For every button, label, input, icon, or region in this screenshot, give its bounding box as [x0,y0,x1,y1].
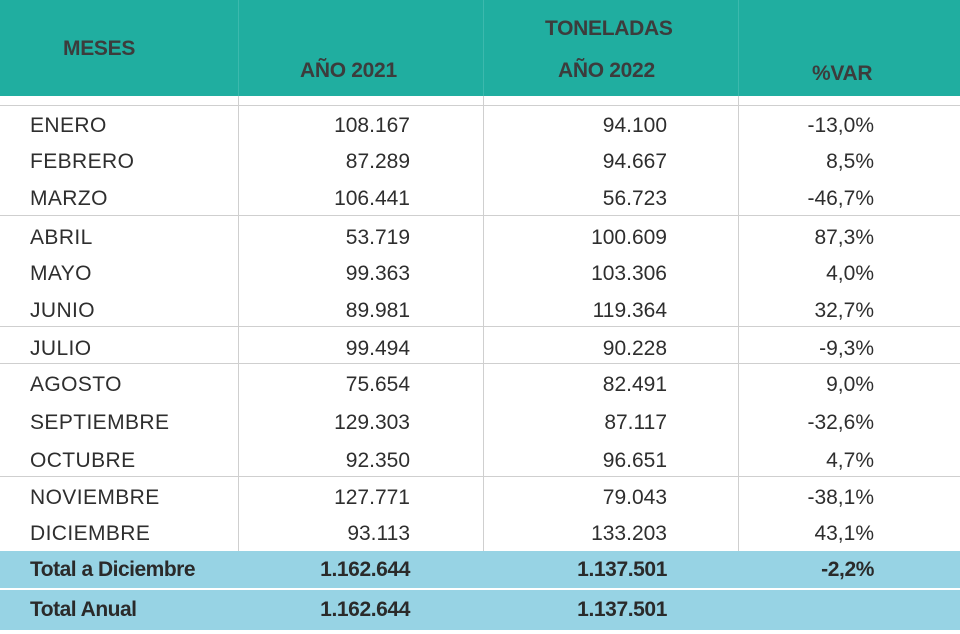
table-row: JULIO 99.494 90.228 -9,3% [0,330,960,367]
value-var: 4,7% [826,449,874,472]
value-2021: 106.441 [334,187,410,210]
month-label: ENERO [30,114,107,137]
month-label: MAYO [30,262,92,285]
value-2021: 99.363 [345,262,410,285]
total-diciembre-row: Total a Diciembre 1.162.644 1.137.501 -2… [0,551,960,588]
value-2021: 87.289 [345,150,410,173]
month-label: NOVIEMBRE [30,486,160,509]
total-anual-label: Total Anual [30,598,137,621]
table-row: JUNIO 89.981 119.364 32,7% [0,292,960,329]
header-var: %VAR [812,62,873,85]
value-var: -32,6% [807,411,874,434]
value-2022: 82.491 [602,373,667,396]
table-row: ABRIL 53.719 100.609 87,3% [0,219,960,256]
table-row: OCTUBRE 92.350 96.651 4,7% [0,442,960,479]
table-row: NOVIEMBRE 127.771 79.043 -38,1% [0,479,960,516]
value-2021: 89.981 [345,299,410,322]
value-2022: 79.043 [602,486,667,509]
total-anual-2022: 1.137.501 [577,598,667,621]
total-diciembre-2022: 1.137.501 [577,558,667,581]
total-diciembre-label: Total a Diciembre [30,558,196,581]
value-2022: 119.364 [592,299,667,322]
value-2021: 53.719 [345,226,410,249]
value-2022: 56.723 [602,187,667,210]
value-var: 43,1% [814,522,874,545]
table-row: SEPTIEMBRE 129.303 87.117 -32,6% [0,404,960,441]
header-year-2022: AÑO 2022 [558,59,655,82]
quarter-divider [0,363,960,364]
value-var: 32,7% [814,299,874,322]
month-label: ABRIL [30,226,93,249]
totals-divider [0,588,960,590]
value-2021: 92.350 [345,449,410,472]
value-2021: 129.303 [334,411,410,434]
value-var: -9,3% [819,337,874,360]
value-var: -38,1% [807,486,874,509]
total-diciembre-2021: 1.162.644 [320,558,410,581]
month-label: DICIEMBRE [30,522,151,545]
table-row: FEBRERO 87.289 94.667 8,5% [0,143,960,180]
column-divider [738,96,739,551]
quarter-divider [0,326,960,327]
month-label: JUNIO [30,299,95,322]
value-var: 9,0% [826,373,874,396]
table-row: MAYO 99.363 103.306 4,0% [0,255,960,292]
value-var: 8,5% [826,150,874,173]
value-2021: 108.167 [334,114,410,137]
value-2022: 87.117 [604,411,667,434]
total-diciembre-var: -2,2% [821,558,874,581]
month-label: AGOSTO [30,373,122,396]
header-year-2021: AÑO 2021 [300,59,397,82]
value-var: 87,3% [814,226,874,249]
value-var: -13,0% [807,114,874,137]
total-anual-2021: 1.162.644 [320,598,410,621]
header-divider [238,0,239,96]
value-2022: 94.100 [602,114,667,137]
table-header: MESES TONELADAS AÑO 2021 AÑO 2022 %VAR [0,0,960,96]
value-var: 4,0% [826,262,874,285]
month-label: JULIO [30,337,92,360]
header-meses: MESES [63,37,136,60]
quarter-divider [0,215,960,216]
value-var: -46,7% [807,187,874,210]
value-2022: 96.651 [602,449,667,472]
header-divider [483,0,484,96]
value-2022: 100.609 [591,226,667,249]
header-toneladas: TONELADAS [545,17,673,40]
quarter-divider [0,476,960,477]
month-label: FEBRERO [30,150,135,173]
table-row: DICIEMBRE 93.113 133.203 43,1% [0,515,960,552]
column-divider [238,96,239,551]
table-row: ENERO 108.167 94.100 -13,0% [0,107,960,144]
quarter-divider [0,105,960,106]
table-row: AGOSTO 75.654 82.491 9,0% [0,366,960,403]
value-2022: 103.306 [591,262,667,285]
table-row: MARZO 106.441 56.723 -46,7% [0,180,960,217]
total-anual-row: Total Anual 1.162.644 1.137.501 [0,590,960,630]
month-label: MARZO [30,187,108,210]
month-label: SEPTIEMBRE [30,411,170,434]
header-divider [738,0,739,96]
value-2022: 90.228 [602,337,667,360]
value-2021: 99.494 [345,337,410,360]
value-2021: 93.113 [347,522,410,545]
value-2021: 127.771 [334,486,410,509]
column-divider [483,96,484,551]
value-2021: 75.654 [345,373,410,396]
value-2022: 133.203 [591,522,667,545]
value-2022: 94.667 [602,150,667,173]
month-label: OCTUBRE [30,449,136,472]
